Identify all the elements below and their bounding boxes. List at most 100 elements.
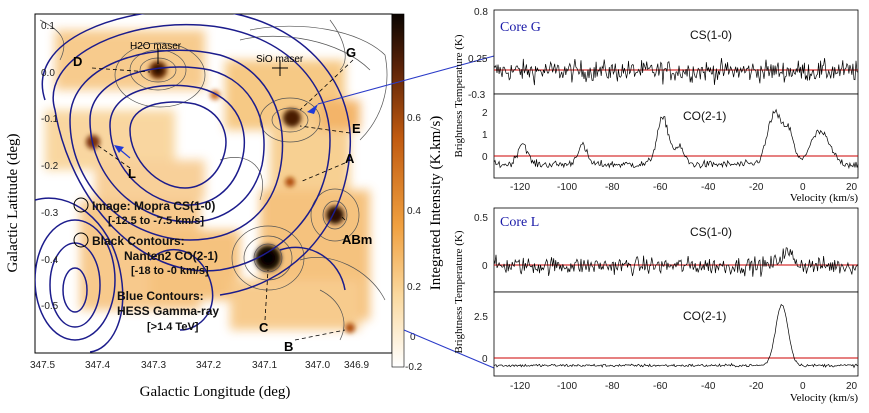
core-g-cs-label: CS(1-0) <box>690 28 732 42</box>
legend-black-name: Nanten2 CO(2-1) <box>124 249 218 263</box>
h2o-maser-label: H2O maser <box>130 41 182 52</box>
y-tick-label: 2 <box>482 108 488 119</box>
core-g-x-ticks: -120 -100 -80 -60 -40 -20 0 20 <box>510 182 858 193</box>
legend-black-range: [-18 to -0 km/s] <box>131 265 209 277</box>
core-g-co-trace <box>493 108 859 170</box>
colorbar-tick-label: -0.2 <box>405 362 423 373</box>
region-label-e: E <box>352 121 361 136</box>
colorbar <box>391 13 405 368</box>
x-tick-label: 347.4 <box>85 360 110 371</box>
colorbar-label: Integrated Intensity (K.km/s) <box>428 116 444 291</box>
x-tick-label: 347.0 <box>305 360 330 371</box>
y-tick-label: -0.4 <box>41 255 59 266</box>
y-tick-label: 1 <box>482 130 488 141</box>
map-y-ticks: 0.1 0.0 -0.1 -0.2 -0.3 -0.4 -0.5 <box>41 21 59 312</box>
x-tick-label: -20 <box>749 182 764 193</box>
colorbar-ticks: 0.6 0.4 0.2 0 -0.2 <box>405 113 423 373</box>
core-g-co-label: CO(2-1) <box>683 109 726 123</box>
core-l-x-ticks: -120 -100 -80 -60 -40 -20 0 20 <box>510 381 858 392</box>
region-label-l: L <box>128 166 136 181</box>
core-g-co-y-ticks: 2 1 0 <box>482 108 488 163</box>
core-l-x-axis-label: Velocity (km/s) <box>790 392 858 404</box>
connector-core-l <box>403 329 495 369</box>
x-tick-label: -100 <box>557 381 577 392</box>
y-tick-label: -0.3 <box>468 90 486 101</box>
map-x-ticks: 347.5 347.4 347.3 347.2 347.1 347.0 346.… <box>30 360 369 371</box>
core-l-cs-y-ticks: 0.5 0 <box>474 213 488 272</box>
intensity-image <box>35 14 388 353</box>
region-label-g: G <box>346 45 356 60</box>
core-g-cs-trace <box>493 57 859 86</box>
region-label-abm: ABm <box>342 232 372 247</box>
x-tick-label: -40 <box>701 381 716 392</box>
x-tick-label: 0 <box>800 182 806 193</box>
panel-core-l-co <box>493 291 859 377</box>
map-annotations: H2O maser SiO maser D G E A ABm L C B <box>73 41 372 354</box>
region-label-c: C <box>259 320 269 335</box>
core-l-cs-label: CS(1-0) <box>690 225 732 239</box>
colorbar-tick-label: 0.2 <box>407 282 421 293</box>
colorbar-tick-label: 0.4 <box>407 206 421 217</box>
x-tick-label: -120 <box>510 182 530 193</box>
core-l-cs-trace <box>493 247 859 277</box>
legend-blue-range: [>1.4 TeV] <box>147 321 199 333</box>
sky-map: H2O maser SiO maser D G E A ABm L C B <box>5 13 444 400</box>
region-label-d: D <box>73 54 82 69</box>
sio-maser-label: SiO maser <box>256 54 304 65</box>
y-tick-label: -0.2 <box>41 161 59 172</box>
x-tick-label: 347.5 <box>30 360 55 371</box>
x-tick-label: -60 <box>653 381 668 392</box>
core-g-x-axis-label: Velocity (km/s) <box>790 192 858 204</box>
x-tick-label: 347.2 <box>196 360 221 371</box>
map-x-axis-label: Galactic Longitude (deg) <box>140 384 291 400</box>
legend-blue-name: HESS Gamma-ray <box>117 304 219 318</box>
x-tick-label: 20 <box>846 381 858 392</box>
y-tick-label: 0.25 <box>468 54 488 65</box>
y-tick-label: 0.1 <box>41 21 55 32</box>
x-tick-label: 347.1 <box>252 360 277 371</box>
core-g-title: Core G <box>500 20 541 35</box>
core-l-co-label: CO(2-1) <box>683 309 726 323</box>
core-g-y-axis-label: Brightness Temperature (K) <box>453 34 465 157</box>
blue-contours <box>35 14 351 353</box>
y-tick-label: 2.5 <box>474 312 488 323</box>
core-l-arrow <box>114 145 124 153</box>
x-tick-label: 20 <box>846 182 858 193</box>
y-tick-label: -0.1 <box>41 114 59 125</box>
y-tick-label: 0 <box>482 354 488 365</box>
core-l-co-trace <box>493 303 859 369</box>
core-l-title: Core L <box>500 215 539 230</box>
spectra-panels: Core G CS(1-0) 0.8 0.25 -0.3 CO(2-1) 2 1… <box>453 7 859 404</box>
legend-image-range: [-12.5 to -7.5 km/s] <box>108 215 204 227</box>
panel-core-g-co <box>493 93 859 179</box>
colorbar-tick-label: 0.6 <box>407 113 421 124</box>
y-tick-label: 0.5 <box>474 213 488 224</box>
legend-blue: Blue Contours: <box>117 289 204 303</box>
region-label-b: B <box>284 339 293 354</box>
colorbar-tick-label: 0 <box>410 332 416 343</box>
core-l-y-axis-label: Brightness Temperature (K) <box>453 230 465 353</box>
x-tick-label: -40 <box>701 182 716 193</box>
connector-core-g <box>317 55 495 105</box>
core-l-co-y-ticks: 2.5 0 <box>474 312 488 365</box>
y-tick-label: 0.0 <box>41 68 55 79</box>
legend-black: Black Contours: <box>92 234 185 248</box>
x-tick-label: -60 <box>653 182 668 193</box>
x-tick-label: 347.3 <box>141 360 166 371</box>
y-tick-label: -0.3 <box>41 208 59 219</box>
x-tick-label: -100 <box>557 182 577 193</box>
y-tick-label: 0 <box>482 261 488 272</box>
x-tick-label: -80 <box>605 182 620 193</box>
panel-core-l-cs <box>493 207 859 293</box>
x-tick-label: -20 <box>749 381 764 392</box>
core-g-arrow <box>307 104 318 114</box>
legend-image: Image: Mopra CS(1-0) <box>92 199 215 213</box>
x-tick-label: 0 <box>800 381 806 392</box>
core-g-cs-y-ticks: 0.8 0.25 -0.3 <box>468 7 488 101</box>
x-tick-label: -120 <box>510 381 530 392</box>
x-tick-label: 346.9 <box>344 360 369 371</box>
y-tick-label: -0.5 <box>41 301 59 312</box>
y-tick-label: 0.8 <box>474 7 488 18</box>
panel-core-g-cs <box>493 9 859 95</box>
